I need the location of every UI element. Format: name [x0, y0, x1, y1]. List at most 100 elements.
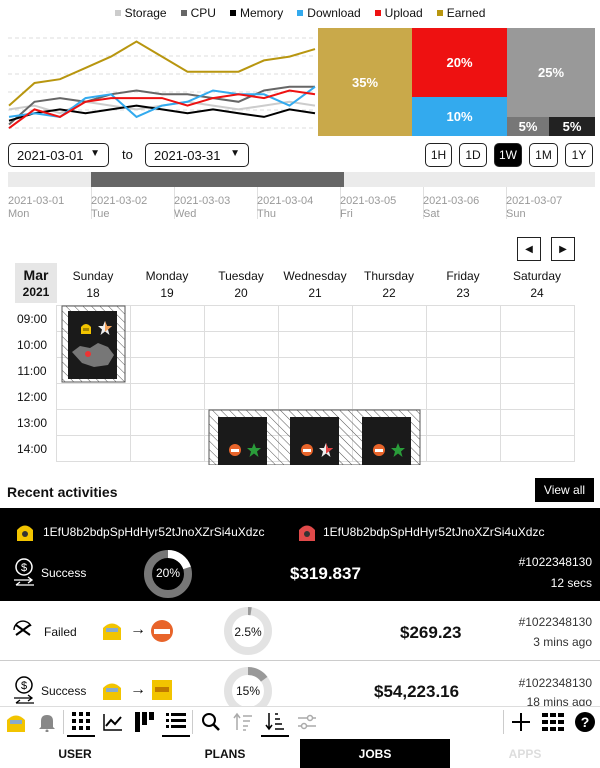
- timeline-weekday: Wed: [174, 208, 197, 220]
- timeline-weekday: Sat: [423, 208, 440, 220]
- legend-label: CPU: [190, 6, 216, 20]
- calendar-time-label: 12:00: [16, 390, 48, 404]
- day-number: 20: [234, 286, 248, 300]
- weekday-name: Tuesday: [218, 269, 264, 283]
- tab-user[interactable]: USER: [58, 746, 92, 761]
- grid-view-icon[interactable]: [67, 707, 95, 737]
- day-number: 18: [86, 286, 100, 300]
- day-number: 24: [530, 286, 544, 300]
- chart-legend: Storage CPU Memory Download Upload Earned: [0, 6, 600, 20]
- range-1m-button[interactable]: 1M: [529, 143, 558, 167]
- legend-swatch: [297, 10, 304, 16]
- timeline-date: 2021-03-02: [91, 195, 148, 207]
- date-to-value: 2021-03-31: [154, 147, 221, 163]
- toolbar-divider: [503, 710, 504, 734]
- view-all-button[interactable]: View all: [535, 478, 594, 502]
- timeline-day: 2021-03-06 Sat: [423, 195, 479, 221]
- treemap-memory: 5%: [549, 117, 595, 136]
- activity-highlight[interactable]: 1EfU8b2bdpSpHdHyr52tJnoXZrSi4uXdzc 1EfU8…: [0, 508, 600, 601]
- calendar-time-label: 14:00: [16, 442, 48, 456]
- timeline-tick: [91, 187, 92, 219]
- sort-descending-icon[interactable]: [261, 707, 289, 737]
- sort-ascending-icon[interactable]: [229, 707, 257, 737]
- legend-item[interactable]: CPU: [180, 6, 216, 20]
- weekday-name: Saturday: [512, 269, 562, 283]
- timeline-date: 2021-03-03: [174, 195, 231, 207]
- legend-item[interactable]: Download: [297, 6, 361, 20]
- range-1d-button[interactable]: 1D: [459, 143, 487, 167]
- legend-item[interactable]: Upload: [374, 6, 423, 20]
- tab-apps[interactable]: APPS: [508, 746, 542, 761]
- series-line-cpu: [8, 85, 315, 126]
- list-icon[interactable]: [162, 707, 190, 737]
- star-icon: [391, 443, 405, 457]
- date-from-select[interactable]: 2021-03-01 ▼: [8, 143, 109, 167]
- series-line-upload: [8, 89, 316, 130]
- arrow-right-icon: →: [130, 621, 146, 638]
- calendar-day-header: Friday 23: [426, 268, 500, 301]
- legend-item[interactable]: Memory: [229, 6, 284, 20]
- apps-grid-icon[interactable]: [539, 707, 567, 737]
- line-chart-icon[interactable]: [99, 707, 127, 737]
- activity-amount: $54,223.16: [374, 682, 460, 701]
- prev-week-button[interactable]: ◀: [517, 237, 541, 261]
- timeline-selection[interactable]: [91, 172, 344, 187]
- timeline-day: 2021-03-02 Tue: [91, 195, 147, 221]
- tab-jobs[interactable]: JOBS: [300, 739, 450, 768]
- calendar-day-header: Wednesday 21: [278, 268, 352, 301]
- bell-icon[interactable]: [33, 707, 61, 737]
- timeline-day: 2021-03-03 Wed: [174, 195, 230, 221]
- source-id: 1EfU8b2bdpSpHdHyr52tJnoXZrSi4uXdzc: [43, 525, 265, 539]
- treemap-upload: 20%: [412, 28, 507, 97]
- range-1h-button[interactable]: 1H: [425, 143, 452, 167]
- next-week-button[interactable]: ▶: [551, 237, 575, 261]
- activity-time: 18 mins ago: [526, 695, 592, 709]
- destination-id: 1EfU8b2bdpSpHdHyr52tJnoXZrSi4uXdzc: [323, 525, 545, 539]
- timeline-day: 2021-03-04 Thu: [257, 195, 313, 221]
- timeline-weekday: Sun: [506, 208, 526, 220]
- tab-plans[interactable]: PLANS: [204, 746, 246, 761]
- progress-percent: 2.5%: [234, 625, 262, 639]
- search-icon[interactable]: [197, 707, 225, 737]
- add-icon[interactable]: [507, 707, 535, 737]
- robot-icon: [103, 683, 121, 700]
- timeline-tick: [423, 187, 424, 219]
- help-icon[interactable]: ?: [571, 707, 599, 737]
- progress-percent: 15%: [235, 684, 261, 698]
- range-1y-button[interactable]: 1Y: [565, 143, 593, 167]
- robot-icon: [151, 620, 173, 642]
- activity-row[interactable]: Failed → 2.5% $269.23 #1022348130 3 mins…: [0, 601, 600, 661]
- filter-sliders-icon[interactable]: [293, 707, 321, 737]
- series-line-memory: [8, 104, 316, 122]
- calendar-event-sunday[interactable]: [61, 305, 126, 383]
- progress-percent: 20%: [155, 566, 181, 580]
- legend-swatch: [114, 10, 121, 16]
- star-icon: [319, 443, 333, 457]
- date-to-select[interactable]: 2021-03-31 ▼: [145, 143, 249, 167]
- calendar-month: Mar: [23, 267, 49, 283]
- calendar-day-header: Monday 19: [130, 268, 204, 301]
- timeline-date: 2021-03-01: [8, 195, 65, 207]
- legend-swatch: [229, 10, 236, 16]
- legend-item[interactable]: Earned: [436, 6, 485, 20]
- weekday-name: Sunday: [72, 269, 114, 283]
- treemap-storage: 25%: [507, 28, 595, 117]
- legend-swatch: [436, 10, 443, 16]
- timeline-day: 2021-03-05 Fri: [340, 195, 396, 221]
- toolbar-divider: [192, 710, 193, 734]
- robot-icon[interactable]: [2, 707, 30, 737]
- range-1w-button[interactable]: 1W: [494, 143, 522, 167]
- calendar-day-header: Saturday 24: [500, 268, 574, 301]
- recent-activities-title: Recent activities: [7, 484, 118, 500]
- legend-item[interactable]: Storage: [114, 6, 167, 20]
- series-line-storage: [8, 100, 316, 115]
- weekday-name: Thursday: [363, 269, 415, 283]
- legend-swatch: [180, 10, 187, 16]
- activity-amount: $319.837: [290, 564, 361, 583]
- date-from-value: 2021-03-01: [17, 147, 84, 163]
- kanban-icon[interactable]: [131, 707, 159, 737]
- activity-status: Success: [41, 684, 87, 698]
- legend-label: Memory: [239, 6, 284, 20]
- robot-icon: [103, 623, 121, 640]
- calendar-event-tuesday-thursday[interactable]: [208, 409, 421, 465]
